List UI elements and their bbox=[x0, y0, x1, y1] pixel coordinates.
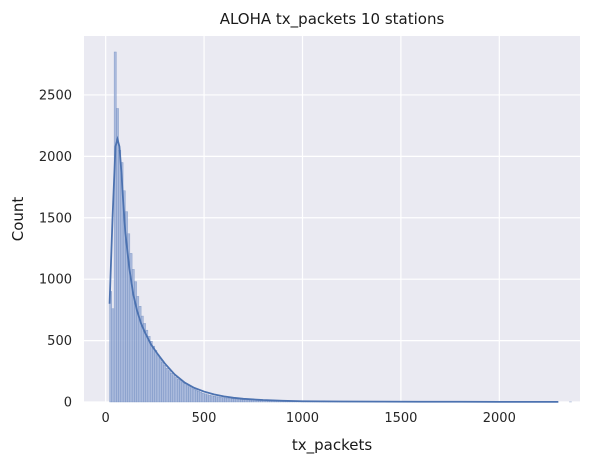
x-tick-label-1: 500 bbox=[192, 411, 217, 426]
histogram-bar-24 bbox=[163, 364, 167, 403]
histogram-bar-44 bbox=[208, 395, 212, 403]
x-tick-labels: 0 500 1000 1500 2000 bbox=[102, 411, 516, 426]
histogram-bar-23 bbox=[161, 361, 164, 403]
histogram-bar-1 bbox=[111, 308, 115, 403]
histogram-bar-19 bbox=[152, 345, 155, 403]
x-tick-label-3: 1500 bbox=[384, 411, 417, 426]
histogram-bar-63 bbox=[251, 400, 255, 403]
histogram-bar-46 bbox=[213, 396, 216, 403]
histogram-bar-66 bbox=[258, 400, 261, 403]
histogram-bar-52 bbox=[226, 397, 230, 403]
y-tick-label-3: 1500 bbox=[39, 211, 72, 226]
histogram-bar-35 bbox=[188, 386, 191, 403]
histogram-bar-67 bbox=[260, 400, 264, 403]
histogram-bar-59 bbox=[242, 399, 246, 403]
histogram-bar-39 bbox=[197, 390, 200, 403]
histogram-bar-65 bbox=[255, 400, 259, 403]
histogram-bar-37 bbox=[192, 388, 196, 403]
kde-line bbox=[108, 135, 559, 403]
histogram-bar-48 bbox=[217, 396, 221, 403]
chart-title: ALOHA tx_packets 10 stations bbox=[220, 10, 445, 29]
histogram-bar-2 bbox=[113, 51, 117, 403]
histogram-bar-62 bbox=[249, 399, 252, 403]
histogram-bar-51 bbox=[224, 397, 227, 403]
histogram-bar-17 bbox=[147, 336, 151, 403]
histogram-bar-27 bbox=[170, 372, 173, 403]
histogram-bar-64 bbox=[253, 400, 257, 403]
histogram-bar-33 bbox=[183, 383, 187, 403]
histogram-bar-45 bbox=[210, 395, 214, 403]
histogram-bar-29 bbox=[174, 377, 178, 403]
histogram-bar-15 bbox=[143, 323, 146, 403]
histogram-bar-41 bbox=[201, 392, 205, 403]
histogram-bar-70 bbox=[267, 400, 270, 403]
x-tick-label-2: 1000 bbox=[286, 411, 319, 426]
histogram-bar-43 bbox=[206, 394, 209, 403]
histogram-bar-26 bbox=[167, 370, 171, 403]
histogram-bar-50 bbox=[222, 397, 225, 403]
x-axis-label: tx_packets bbox=[292, 436, 372, 455]
y-tick-label-4: 2000 bbox=[39, 150, 72, 165]
histogram-bar-47 bbox=[215, 396, 218, 403]
histogram-bar-18 bbox=[149, 341, 153, 403]
histogram-bar-4 bbox=[118, 150, 122, 403]
histogram-bar-16 bbox=[145, 329, 149, 403]
histogram-bar-0 bbox=[109, 291, 113, 403]
histogram-bar-60 bbox=[244, 399, 248, 403]
histogram-bar-3 bbox=[116, 108, 119, 403]
histogram-bar-25 bbox=[165, 368, 169, 403]
y-tick-label-1: 500 bbox=[47, 334, 72, 349]
histogram-bar-42 bbox=[204, 393, 207, 403]
x-tick-label-0: 0 bbox=[102, 411, 110, 426]
histogram-bar-21 bbox=[156, 354, 160, 403]
histogram-bar-31 bbox=[179, 380, 182, 403]
histogram-bar-61 bbox=[246, 399, 250, 403]
histogram-bar-40 bbox=[199, 391, 203, 403]
histogram-bar-30 bbox=[176, 379, 180, 403]
y-tick-label-0: 0 bbox=[64, 396, 72, 411]
histogram-bar-28 bbox=[172, 375, 176, 403]
histogram-bar-57 bbox=[237, 399, 241, 403]
histogram-bar-49 bbox=[219, 397, 223, 403]
y-tick-label-2: 1000 bbox=[39, 273, 72, 288]
histogram-bar-20 bbox=[154, 350, 158, 403]
histogram-bar-68 bbox=[262, 400, 266, 403]
histogram-bar-32 bbox=[181, 382, 185, 403]
histogram-bar-53 bbox=[228, 398, 232, 403]
histogram-bar-34 bbox=[186, 385, 189, 403]
x-tick-label-4: 2000 bbox=[483, 411, 516, 426]
y-axis-label: Count bbox=[9, 197, 27, 242]
histogram-bar-55 bbox=[233, 398, 236, 403]
histogram-bar-54 bbox=[231, 398, 234, 403]
histogram-bar-58 bbox=[240, 399, 243, 403]
histogram-bar-36 bbox=[190, 387, 194, 403]
histogram-bar-56 bbox=[235, 398, 239, 403]
histogram-bar-22 bbox=[158, 358, 162, 403]
y-tick-labels: 0 500 1000 1500 2000 2500 bbox=[39, 88, 72, 410]
histogram-bar-38 bbox=[195, 389, 198, 403]
y-tick-label-5: 2500 bbox=[39, 88, 72, 103]
histogram-bars bbox=[109, 51, 572, 403]
plot-area bbox=[84, 36, 580, 402]
